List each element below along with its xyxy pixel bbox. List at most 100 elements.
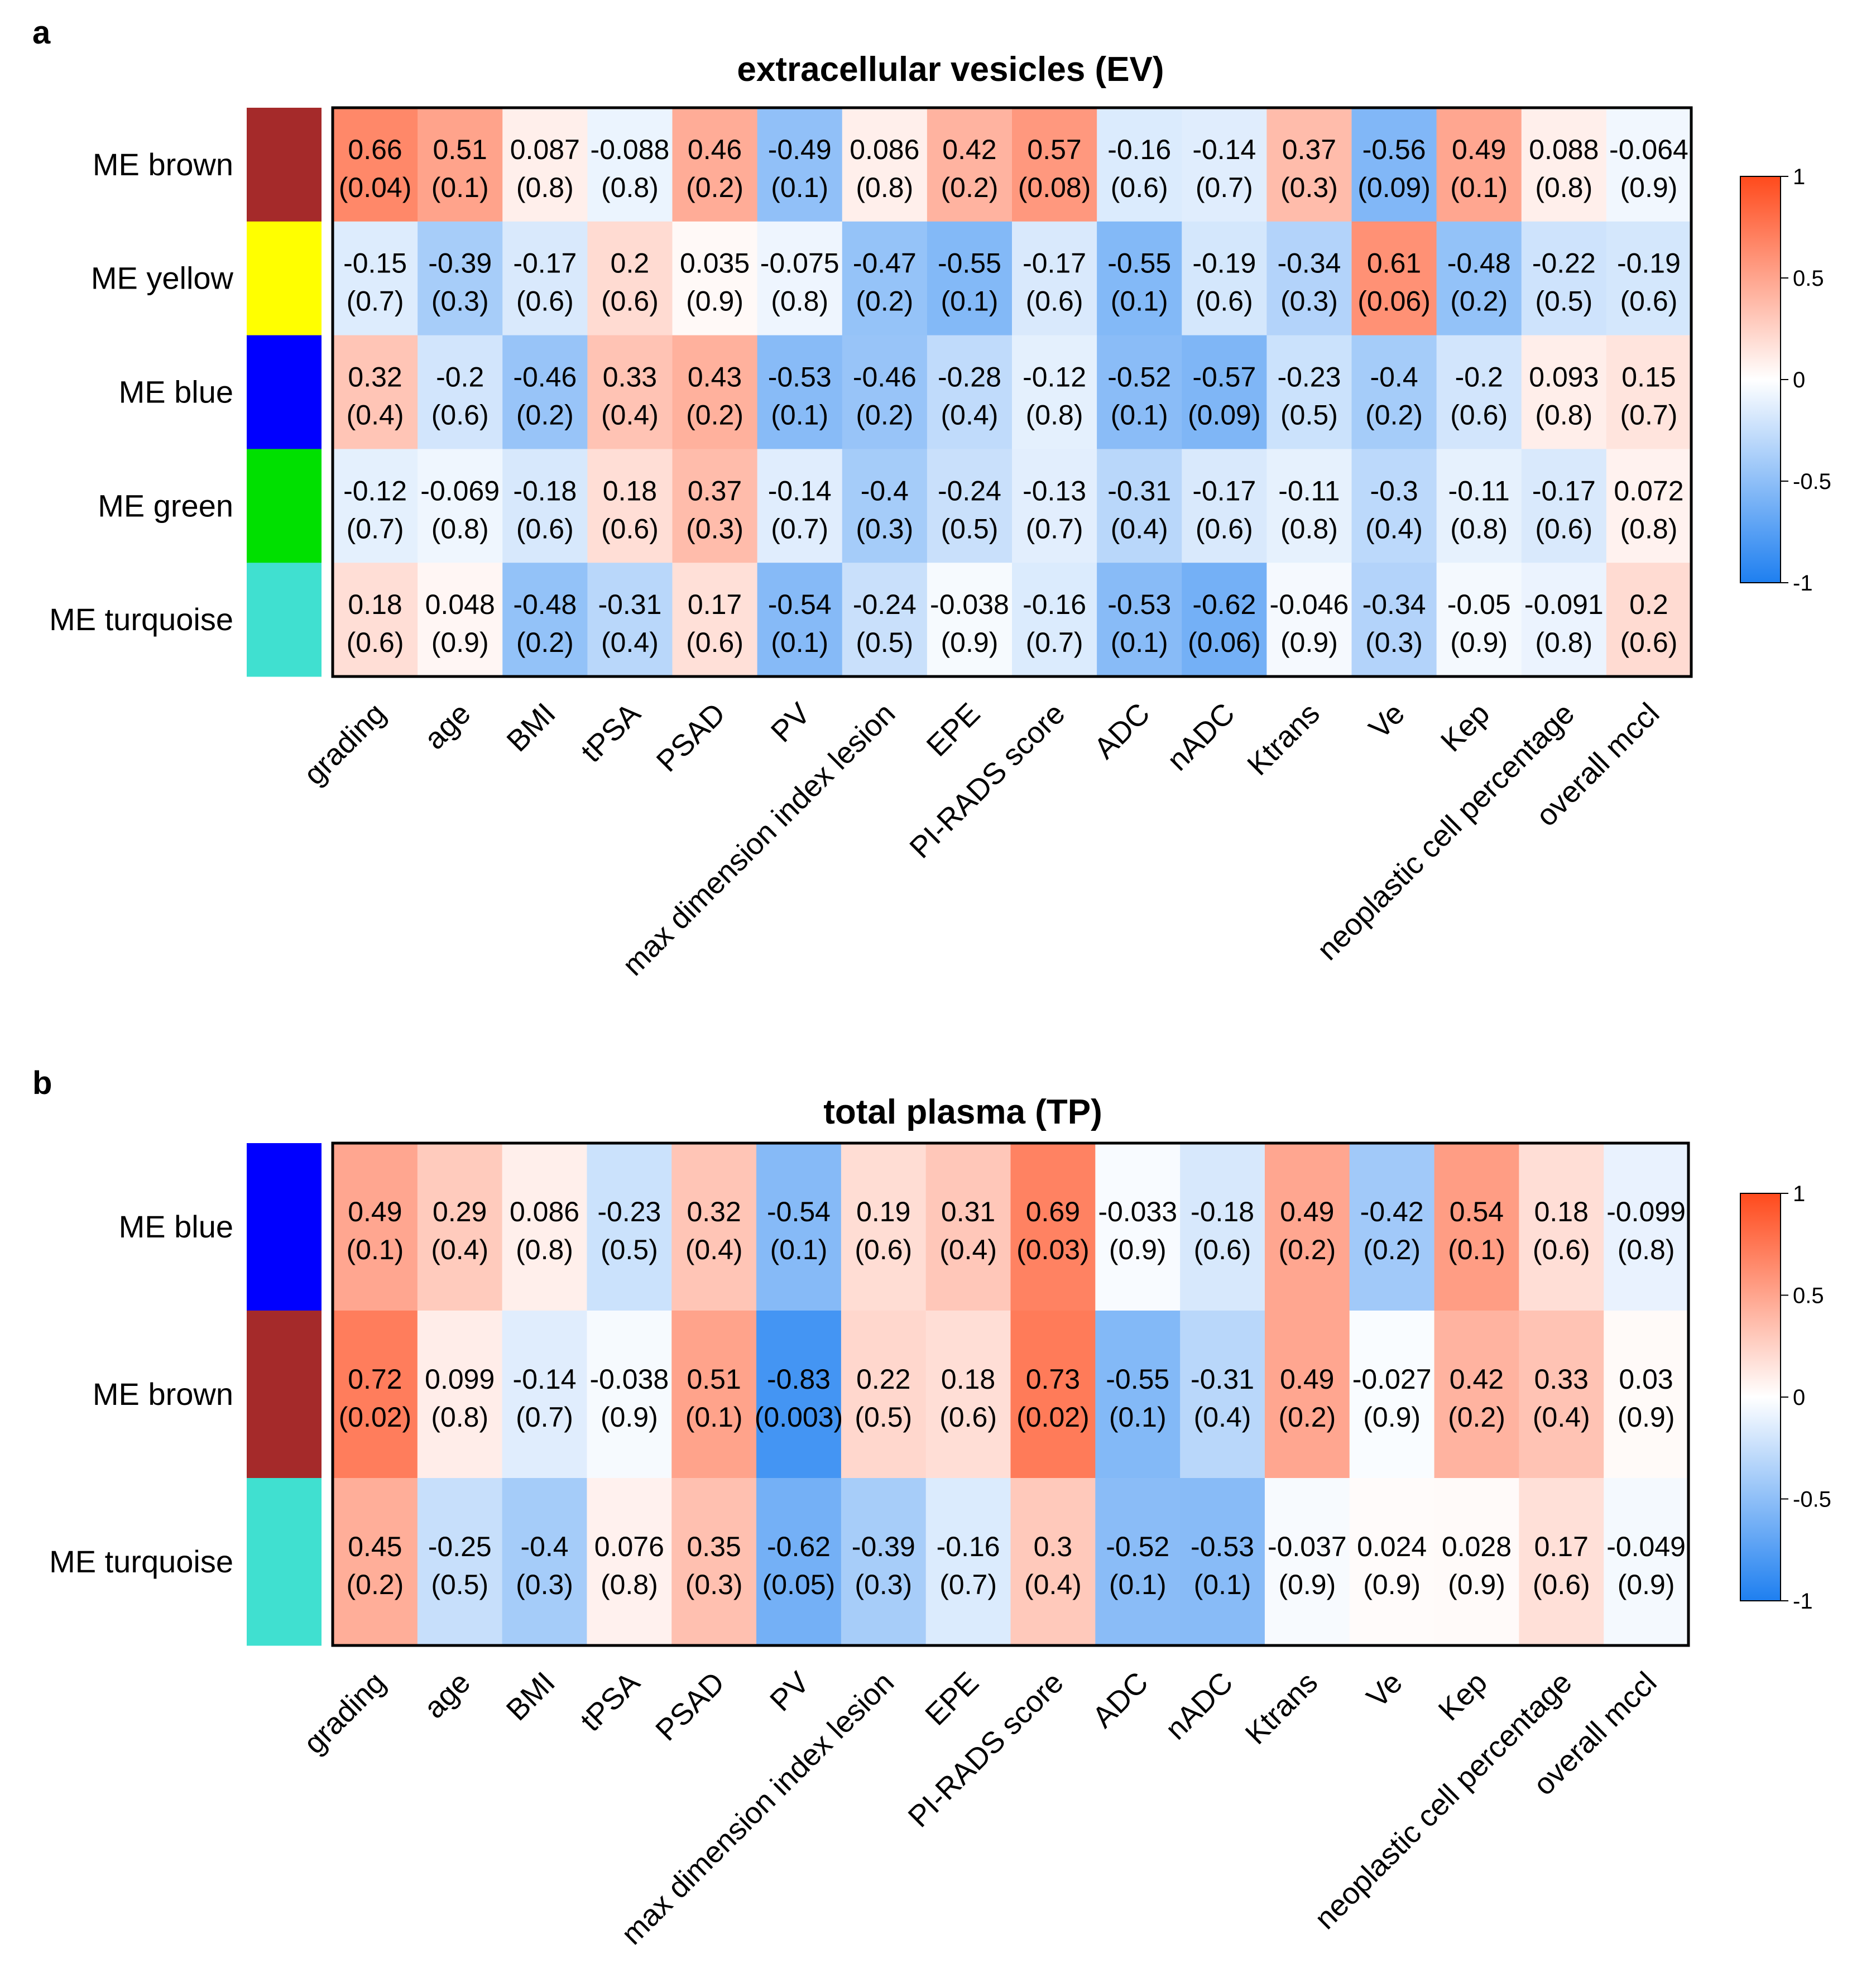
panel-a-cell [1182, 449, 1267, 563]
panel-a-column-label: max dimension index lesion [616, 697, 901, 982]
panel-a-cell-pvalue: (0.5) [941, 513, 999, 544]
panel-b-cell-value: 0.31 [941, 1196, 995, 1227]
panel-b-cell [502, 1478, 588, 1646]
panel-b-cell-value: 0.3 [1034, 1531, 1073, 1562]
panel-b-cell [587, 1478, 672, 1646]
panel-a-cell-pvalue: (0.6) [1196, 286, 1253, 317]
panel-a-cell-value: -0.091 [1524, 589, 1604, 620]
panel-a-cell [1097, 335, 1182, 449]
panel-a-cell-value: 0.048 [425, 589, 495, 620]
panel-a-cell-pvalue: (0.3) [686, 513, 743, 544]
panel-a-cell-pvalue: (0.7) [347, 513, 404, 544]
panel-b-cell [925, 1143, 1011, 1311]
panel-a-cell [757, 335, 843, 449]
panel-a-cell-pvalue: (0.6) [601, 286, 659, 317]
panel-b-cell [1434, 1311, 1519, 1479]
panel-b-cell [671, 1143, 757, 1311]
panel-b-cell [841, 1478, 927, 1646]
panel-b-cell-value: -0.18 [1191, 1196, 1254, 1227]
panel-a-legend-tick-label: 0.5 [1793, 266, 1824, 291]
panel-b-column-label: nADC [1159, 1666, 1239, 1746]
panel-b-cell-value: -0.038 [589, 1364, 669, 1395]
panel-b-cell-pvalue: (0.4) [1533, 1402, 1590, 1433]
panel-a-row-label: ME green [98, 488, 233, 523]
panel-b-cell [1434, 1478, 1519, 1646]
panel-a-cell-pvalue: (0.8) [1535, 172, 1592, 203]
panel-a-cell-pvalue: (0.2) [1365, 400, 1423, 431]
panel-a-cell [418, 108, 503, 222]
panel-a-legend-tick-label: 0 [1793, 368, 1805, 392]
panel-a-cell-pvalue: (0.1) [431, 172, 489, 203]
panel-a-cell-value: -0.14 [1192, 134, 1256, 165]
panel-b-cell-value: -0.54 [767, 1196, 831, 1227]
panel-a-cell-pvalue: (0.4) [347, 400, 404, 431]
panel-b-cell-pvalue: (0.8) [1618, 1234, 1675, 1265]
panel-b-cell-value: 0.076 [594, 1531, 664, 1562]
panel-a-title: extracellular vesicles (EV) [737, 50, 1164, 89]
panel-b-cell-pvalue: (0.1) [770, 1234, 828, 1265]
panel-a-cell [842, 108, 928, 222]
panel-a-cell-value: 0.33 [603, 362, 657, 393]
panel-a-cell-pvalue: (0.09) [1357, 172, 1431, 203]
panel-a-cell-pvalue: (0.2) [856, 400, 913, 431]
panel-b-cell-pvalue: (0.7) [516, 1402, 573, 1433]
panel-a-cell-pvalue: (0.1) [1111, 286, 1168, 317]
panel-a-cell [1182, 335, 1267, 449]
panel-b-cell [417, 1311, 503, 1479]
panel-a-cell-value: -0.18 [513, 475, 577, 506]
panel-a-row-label: ME turquoise [49, 602, 233, 637]
panel-a-cell-pvalue: (0.6) [347, 627, 404, 658]
panel-a-cell-value: -0.53 [1107, 589, 1171, 620]
panel-a-cell [1351, 563, 1437, 677]
panel-a-cell-pvalue: (0.5) [1535, 286, 1592, 317]
panel-a-cell-pvalue: (0.6) [431, 400, 489, 431]
panel-a-cell-pvalue: (0.8) [601, 172, 659, 203]
panel-a-module-swatch [247, 108, 322, 222]
panel-a-cell-value: -0.24 [938, 475, 1001, 506]
panel-a-cell-value: 0.43 [688, 362, 742, 393]
panel-b-cell-pvalue: (0.2) [1448, 1402, 1505, 1433]
panel-a-cell-value: -0.47 [853, 248, 917, 279]
panel-a-cell [502, 449, 588, 563]
panel-b-cell-pvalue: (0.1) [685, 1402, 743, 1433]
panel-b-cell [841, 1143, 927, 1311]
panel-a-column-label: age [418, 697, 477, 756]
panel-b-cell-pvalue: (0.9) [1448, 1569, 1505, 1600]
panel-a-cell-pvalue: (0.4) [601, 627, 659, 658]
panel-b-cell-pvalue: (0.9) [601, 1402, 658, 1433]
panel-a-cell [1012, 221, 1097, 336]
panel-b-cell [1349, 1143, 1435, 1311]
panel-a-cell-pvalue: (0.1) [771, 400, 828, 431]
panel-a-cell-value: -0.12 [343, 475, 407, 506]
panel-a-cell [1351, 335, 1437, 449]
panel-a-cell [1521, 563, 1607, 677]
panel-a-cell [587, 335, 673, 449]
panel-b-cell-pvalue: (0.02) [339, 1402, 412, 1433]
panel-a-cell-value: -0.069 [420, 475, 500, 506]
panel-a-cell-pvalue: (0.2) [516, 400, 574, 431]
panel-b-cell [333, 1478, 418, 1646]
panel-a-cell-pvalue: (0.7) [1026, 513, 1083, 544]
panel-a-cell [1097, 221, 1182, 336]
panel-a-cell [927, 221, 1013, 336]
panel-b-legend-tick-label: 0 [1793, 1385, 1805, 1410]
panel-b-letter: b [32, 1065, 52, 1101]
panel-b-cell [1604, 1143, 1689, 1311]
panel-a-cell-value: -0.56 [1362, 134, 1426, 165]
panel-a-column-label: BMI [500, 697, 562, 758]
panel-a-cell [1266, 563, 1352, 677]
panel-b-heatmap-frame [331, 1141, 1690, 1647]
panel-b-cell-pvalue: (0.1) [1448, 1234, 1505, 1265]
panel-b-cell-value: 0.17 [1534, 1531, 1589, 1562]
panel-a-cell-value: -0.52 [1107, 362, 1171, 393]
panel-b-cell [1604, 1311, 1689, 1479]
panel-a-legend-tick-label: -0.5 [1793, 469, 1831, 494]
panel-b-cell-pvalue: (0.3) [516, 1569, 573, 1600]
panel-a-cell-pvalue: (0.04) [339, 172, 412, 203]
panel-b-cell-pvalue: (0.8) [431, 1402, 488, 1433]
panel-b-cell [1095, 1478, 1181, 1646]
panel-a-cell [1436, 335, 1522, 449]
panel-a-cell-value: -0.11 [1448, 475, 1510, 506]
panel-a-cell-pvalue: (0.6) [1620, 627, 1678, 658]
panel-a-column-label: EPE [920, 697, 987, 763]
